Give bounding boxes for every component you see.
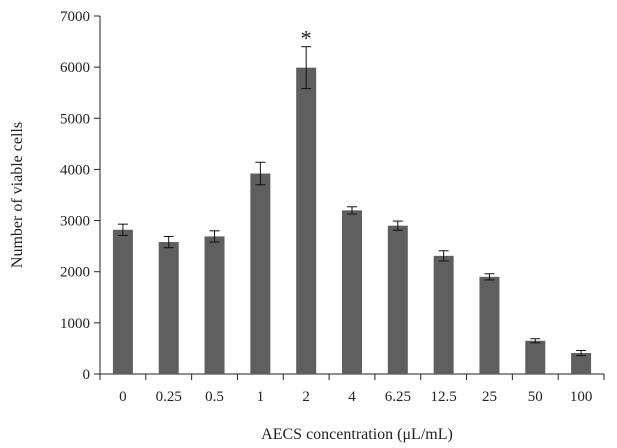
bar bbox=[479, 276, 500, 374]
y-tick-label: 6000 bbox=[60, 60, 90, 76]
x-tick-label: 6.25 bbox=[385, 389, 411, 405]
y-tick-label: 5000 bbox=[60, 111, 90, 127]
bar bbox=[158, 242, 179, 374]
y-tick-label: 2000 bbox=[60, 265, 90, 281]
bar bbox=[250, 173, 271, 374]
x-tick-label: 100 bbox=[570, 389, 593, 405]
bar bbox=[342, 210, 362, 374]
bar bbox=[433, 255, 454, 374]
x-tick-label: 0.5 bbox=[205, 389, 224, 405]
x-tick-label: 12.5 bbox=[431, 389, 457, 405]
bar bbox=[112, 229, 133, 374]
x-tick-label: 0.25 bbox=[156, 389, 182, 405]
y-axis: 0 1000 2000 3000 4000 5000 6000 7000 bbox=[60, 9, 101, 383]
bar bbox=[525, 340, 546, 374]
y-tick-label: 4000 bbox=[60, 162, 90, 178]
bar bbox=[296, 67, 317, 374]
x-tick-label: 25 bbox=[482, 389, 497, 405]
y-tick-label: 1000 bbox=[60, 316, 90, 332]
y-tick-label: 3000 bbox=[60, 214, 90, 230]
x-tick-label: 50 bbox=[528, 389, 543, 405]
significance-marker: * bbox=[301, 26, 312, 51]
bars bbox=[112, 67, 592, 374]
bar bbox=[571, 353, 592, 374]
x-tick-label: 0 bbox=[119, 389, 127, 405]
x-tick-label: 4 bbox=[348, 389, 356, 405]
y-tick-label: 0 bbox=[83, 367, 91, 383]
error-bars bbox=[117, 46, 587, 357]
x-axis-title: AECS concentration (μL/mL) bbox=[261, 426, 453, 443]
x-axis: 0 0.25 0.5 1 2 4 6.25 12.5 25 50 100 bbox=[99, 373, 605, 405]
x-tick-label: 2 bbox=[302, 389, 310, 405]
annotations: * bbox=[301, 26, 312, 51]
bar bbox=[387, 225, 408, 374]
y-axis-title: Number of viable cells bbox=[9, 122, 26, 268]
y-tick-label: 7000 bbox=[60, 9, 90, 25]
x-tick-label: 1 bbox=[257, 389, 265, 405]
bar bbox=[204, 236, 225, 374]
